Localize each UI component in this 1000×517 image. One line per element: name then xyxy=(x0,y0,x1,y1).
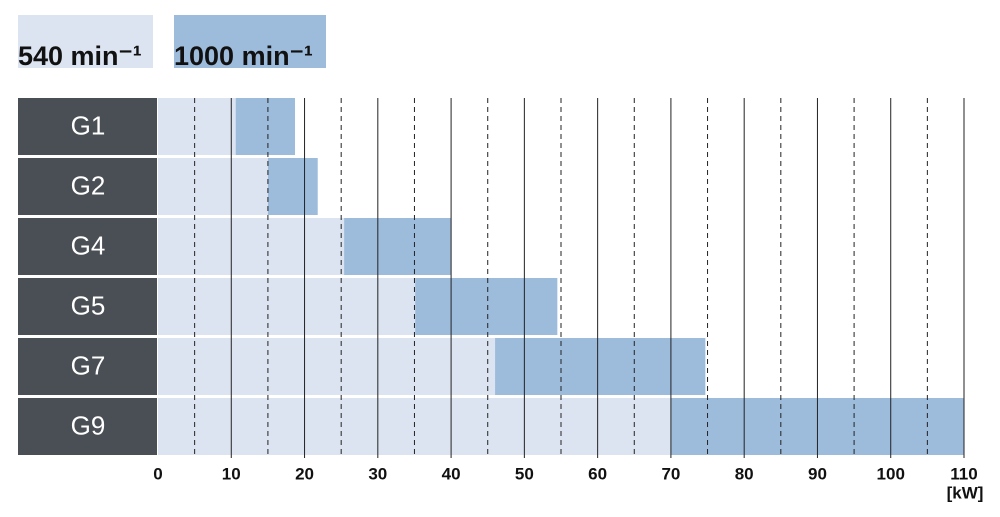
legend-label: 1000 min⁻¹ xyxy=(174,41,313,71)
x-tick-label: 20 xyxy=(295,464,314,483)
category-box xyxy=(18,338,157,395)
bar xyxy=(235,98,296,155)
category-label: G2 xyxy=(71,170,106,200)
x-tick-label: 40 xyxy=(442,464,461,483)
category-box xyxy=(18,218,157,275)
category-label: G5 xyxy=(71,290,106,320)
x-tick-label: 60 xyxy=(588,464,607,483)
x-tick-label: 90 xyxy=(808,464,827,483)
x-tick-label: 100 xyxy=(877,464,905,483)
legend-label: 540 min⁻¹ xyxy=(18,41,142,71)
category-box xyxy=(18,398,157,455)
x-tick-label: 30 xyxy=(368,464,387,483)
bar xyxy=(158,218,345,275)
category-label: G4 xyxy=(71,230,106,260)
category-box xyxy=(18,98,157,155)
category-label: G7 xyxy=(71,350,106,380)
x-tick-label: 70 xyxy=(661,464,680,483)
x-tick-label: 80 xyxy=(735,464,754,483)
category-label: G9 xyxy=(71,410,106,440)
bar xyxy=(158,158,268,215)
legend-swatch xyxy=(174,15,326,68)
bar xyxy=(158,98,236,155)
x-tick-label: 110 xyxy=(950,464,977,483)
category-box xyxy=(18,278,157,335)
bar xyxy=(158,338,496,395)
x-tick-label: 10 xyxy=(222,464,241,483)
x-tick-label: 50 xyxy=(515,464,534,483)
legend-swatch xyxy=(18,15,153,68)
x-axis-label: [kW] xyxy=(947,483,984,502)
bar xyxy=(344,218,452,275)
bar xyxy=(267,158,318,215)
bar xyxy=(415,278,558,335)
x-tick-label: 0 xyxy=(153,464,162,483)
bar xyxy=(495,338,706,395)
bar xyxy=(158,278,416,335)
category-label: G1 xyxy=(71,110,106,140)
category-box xyxy=(18,158,157,215)
